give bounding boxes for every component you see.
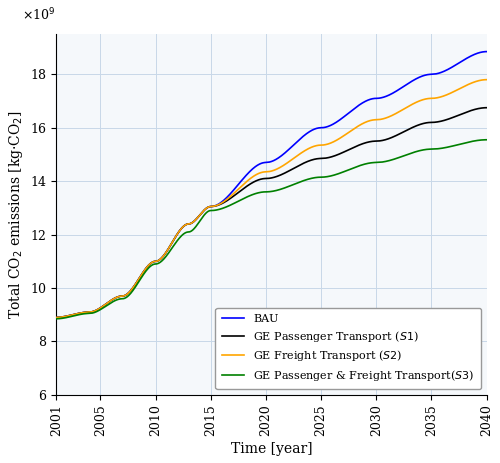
GE Freight Transport ($S2$)	[389, 113, 395, 119]
BAU	[243, 173, 249, 179]
BAU	[53, 315, 59, 320]
BAU	[97, 305, 103, 311]
GE Passenger Transport ($S1$)	[484, 105, 490, 111]
GE Freight Transport ($S2$)	[348, 127, 354, 133]
BAU	[228, 191, 234, 197]
GE Passenger Transport ($S1$)	[97, 305, 103, 311]
Y-axis label: Total CO$_2$ emissions [kg$\cdot$CO$_2$]: Total CO$_2$ emissions [kg$\cdot$CO$_2$]	[7, 110, 25, 319]
Legend: BAU, GE Passenger Transport ($S1$), GE Freight Transport ($S2$), GE Passenger & : BAU, GE Passenger Transport ($S1$), GE F…	[216, 308, 481, 389]
BAU	[396, 86, 402, 92]
Line: GE Freight Transport ($S2$): GE Freight Transport ($S2$)	[56, 80, 486, 318]
GE Passenger & Freight Transport($S3$)	[53, 316, 59, 321]
GE Freight Transport ($S2$)	[97, 305, 103, 311]
Text: $\times$10$^9$: $\times$10$^9$	[22, 7, 55, 24]
GE Passenger & Freight Transport($S3$)	[228, 202, 234, 208]
GE Freight Transport ($S2$)	[243, 180, 249, 185]
GE Freight Transport ($S2$)	[228, 194, 234, 200]
GE Passenger & Freight Transport($S3$)	[97, 307, 103, 313]
GE Passenger Transport ($S1$)	[53, 315, 59, 320]
GE Passenger & Freight Transport($S3$)	[396, 155, 402, 160]
BAU	[484, 49, 490, 54]
GE Passenger Transport ($S1$)	[243, 184, 249, 190]
GE Passenger & Freight Transport($S3$)	[348, 166, 354, 171]
GE Passenger Transport ($S1$)	[228, 196, 234, 201]
Line: GE Passenger & Freight Transport($S3$): GE Passenger & Freight Transport($S3$)	[56, 140, 486, 319]
BAU	[348, 108, 354, 113]
GE Freight Transport ($S2$)	[484, 77, 490, 82]
GE Freight Transport ($S2$)	[396, 109, 402, 114]
GE Passenger Transport ($S1$)	[389, 135, 395, 140]
GE Passenger & Freight Transport($S3$)	[484, 137, 490, 143]
GE Passenger Transport ($S1$)	[348, 145, 354, 151]
Line: GE Passenger Transport ($S1$): GE Passenger Transport ($S1$)	[56, 108, 486, 318]
Line: BAU: BAU	[56, 51, 486, 318]
GE Passenger Transport ($S1$)	[396, 131, 402, 137]
GE Passenger & Freight Transport($S3$)	[243, 195, 249, 200]
GE Freight Transport ($S2$)	[53, 315, 59, 320]
GE Passenger & Freight Transport($S3$)	[389, 157, 395, 163]
X-axis label: Time [year]: Time [year]	[230, 442, 312, 456]
BAU	[389, 91, 395, 96]
